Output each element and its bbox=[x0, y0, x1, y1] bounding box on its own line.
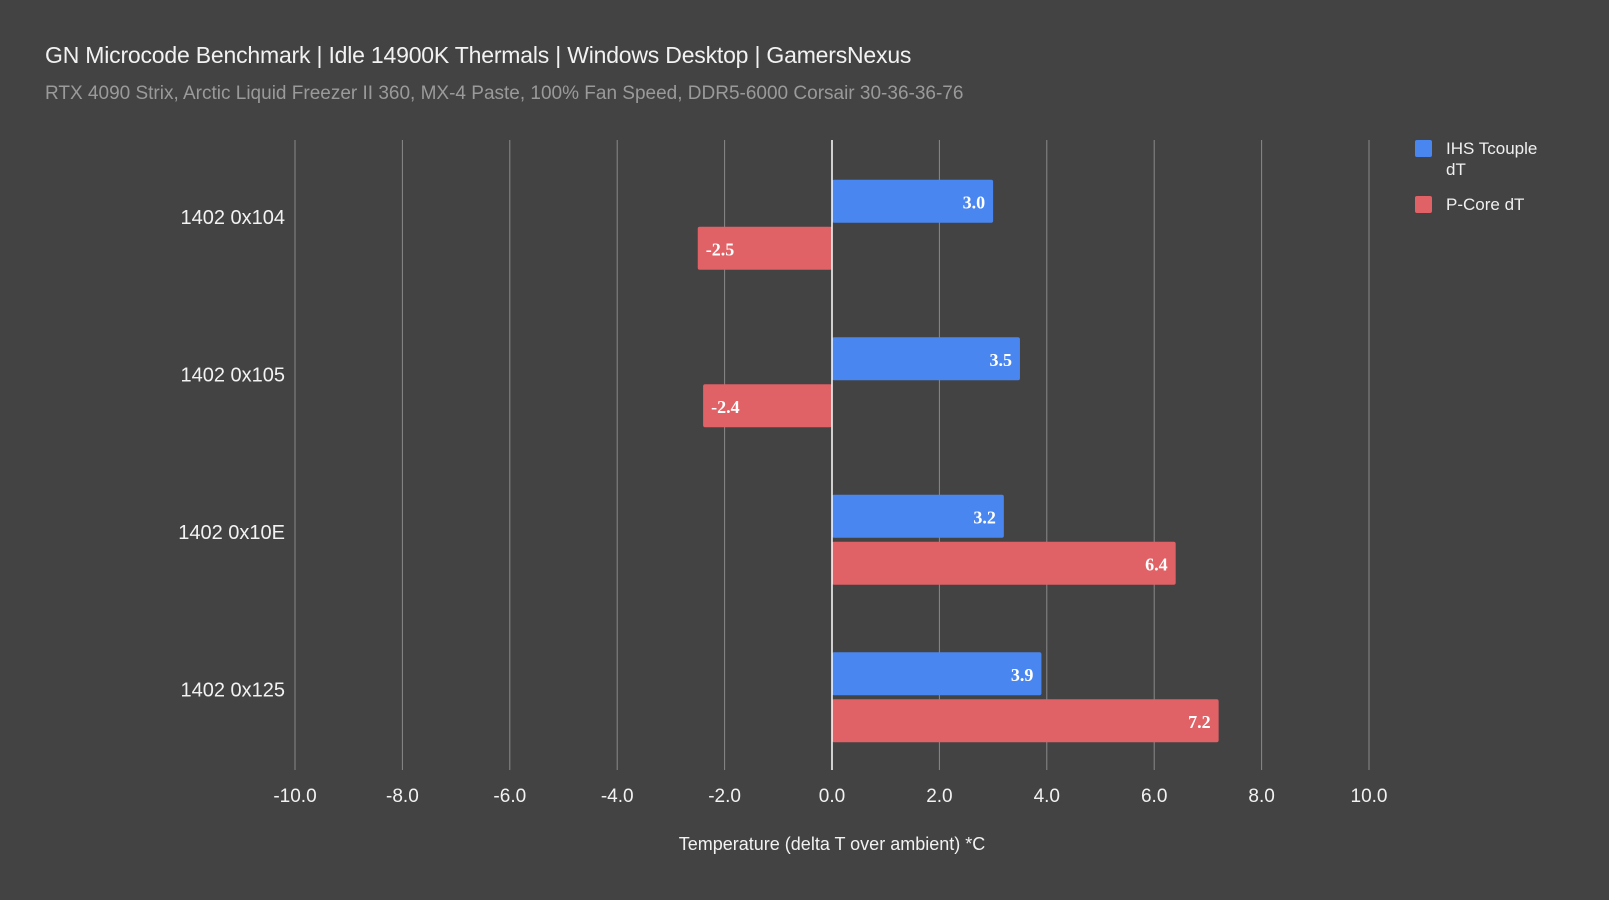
bar-0-3 bbox=[832, 652, 1042, 696]
data-label-0-1: 3.5 bbox=[989, 350, 1012, 370]
data-label-0-0: 3.0 bbox=[963, 192, 986, 212]
legend-item-ihs-tcouple: IHS Tcouple dT bbox=[1415, 138, 1585, 180]
legend-swatch-ihs-tcouple bbox=[1415, 140, 1432, 157]
x-tick-label-4: -2.0 bbox=[708, 786, 741, 807]
x-tick-label-7: 4.0 bbox=[1034, 786, 1060, 807]
x-tick-label-9: 8.0 bbox=[1248, 786, 1274, 807]
chart-legend: IHS Tcouple dT P-Core dT bbox=[1415, 138, 1585, 229]
data-label-1-1: -2.4 bbox=[711, 397, 740, 417]
y-category-label-0: 1402 0x104 bbox=[180, 207, 285, 229]
legend-swatch-p-core bbox=[1415, 196, 1432, 213]
x-tick-label-8: 6.0 bbox=[1141, 786, 1167, 807]
x-tick-label-10: 10.0 bbox=[1351, 786, 1388, 807]
y-category-label-1: 1402 0x105 bbox=[180, 364, 285, 386]
x-tick-label-6: 2.0 bbox=[926, 786, 952, 807]
chart-title: GN Microcode Benchmark | Idle 14900K The… bbox=[45, 42, 912, 68]
x-tick-label-5: 0.0 bbox=[819, 786, 845, 807]
bar-1-2 bbox=[832, 541, 1176, 585]
data-label-1-0: -2.5 bbox=[706, 239, 735, 259]
data-label-0-2: 3.2 bbox=[973, 507, 996, 527]
data-label-0-3: 3.9 bbox=[1011, 665, 1034, 685]
bar-1-0 bbox=[697, 226, 832, 270]
y-category-label-3: 1402 0x125 bbox=[180, 679, 285, 701]
legend-label-p-core: P-Core dT bbox=[1446, 195, 1525, 214]
legend-label-ihs-tcouple: IHS Tcouple dT bbox=[1446, 139, 1538, 179]
x-tick-label-3: -4.0 bbox=[601, 786, 634, 807]
y-category-label-2: 1402 0x10E bbox=[178, 522, 285, 544]
data-label-1-2: 6.4 bbox=[1145, 554, 1168, 574]
x-tick-label-1: -8.0 bbox=[386, 786, 419, 807]
legend-item-p-core: P-Core dT bbox=[1415, 194, 1585, 215]
bar-1-1 bbox=[703, 384, 832, 428]
data-label-1-3: 7.2 bbox=[1188, 712, 1211, 732]
bar-0-1 bbox=[832, 337, 1020, 381]
x-axis-title: Temperature (delta T over ambient) *C bbox=[679, 834, 985, 854]
bar-1-3 bbox=[832, 699, 1219, 743]
x-tick-label-0: -10.0 bbox=[273, 786, 316, 807]
chart-subtitle: RTX 4090 Strix, Arctic Liquid Freezer II… bbox=[45, 83, 964, 104]
bar-0-2 bbox=[832, 494, 1004, 538]
x-tick-label-2: -6.0 bbox=[493, 786, 526, 807]
bar-0-0 bbox=[832, 179, 994, 223]
